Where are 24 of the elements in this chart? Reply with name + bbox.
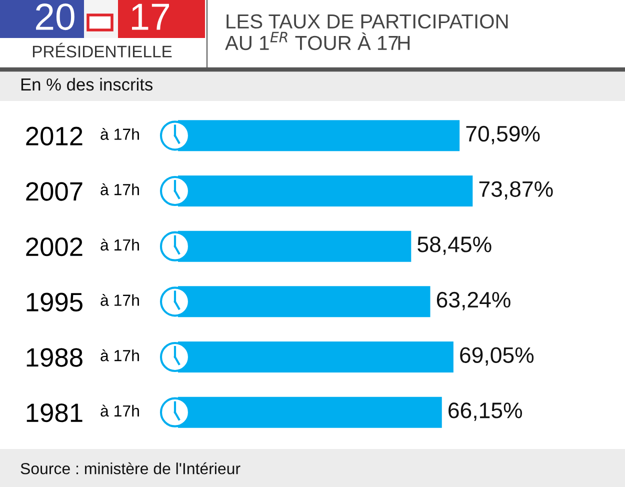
text: à 17h	[100, 404, 139, 417]
y-tick-label: 1981	[26, 403, 82, 422]
text: à 17h	[100, 349, 139, 362]
data-label: 69,05%	[460, 347, 534, 366]
data-label: 63,24%	[436, 292, 510, 310]
data-label: 70,59%	[466, 126, 540, 144]
data-label: 66,15%	[448, 402, 522, 421]
text: 17	[132, 4, 169, 30]
data-label: 73,87%	[479, 181, 553, 200]
y-tick-label: 2002	[26, 237, 82, 256]
text: à 17h	[100, 294, 139, 306]
text: 20	[36, 4, 74, 30]
chart-title: LES TAUX DE PARTICIPATION AU 1$^{ER}$ TOUR À 17H	[225, 14, 508, 50]
y-tick-label: 2007	[26, 182, 82, 201]
y-tick-label: 1988	[26, 348, 82, 367]
chart-subtitle: En % des inscrits	[21, 78, 153, 91]
data-label: 58,45%	[418, 236, 492, 255]
text: à 17h	[100, 238, 139, 251]
y-tick-label: 1995	[26, 292, 82, 312]
text: à 17h	[100, 183, 139, 196]
source-note: Source : ministère de l'Intérieur	[20, 462, 240, 474]
text: PRÉSIDENTIELLE	[32, 42, 172, 58]
text: à 17h	[100, 128, 139, 140]
y-tick-label: 2012	[26, 126, 82, 146]
